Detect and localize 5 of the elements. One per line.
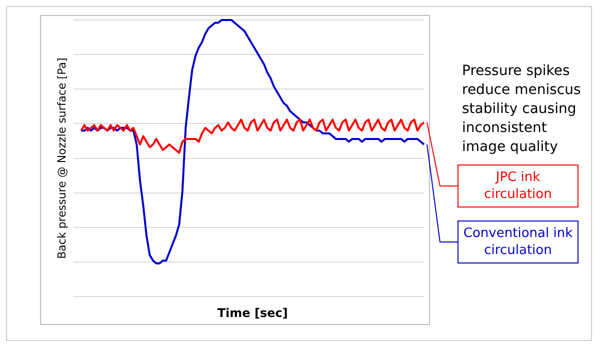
text: Conventional ink circulation <box>463 226 574 258</box>
text: JPC ink circulation <box>484 170 552 202</box>
x-axis-title: Time [sec] <box>217 306 288 320</box>
text: Pressure spikes reduce meniscus stability causing inconsistent image quality <box>462 62 582 157</box>
y-axis-title: Back pressure @ Nozzle surface [Pa] <box>55 58 68 259</box>
